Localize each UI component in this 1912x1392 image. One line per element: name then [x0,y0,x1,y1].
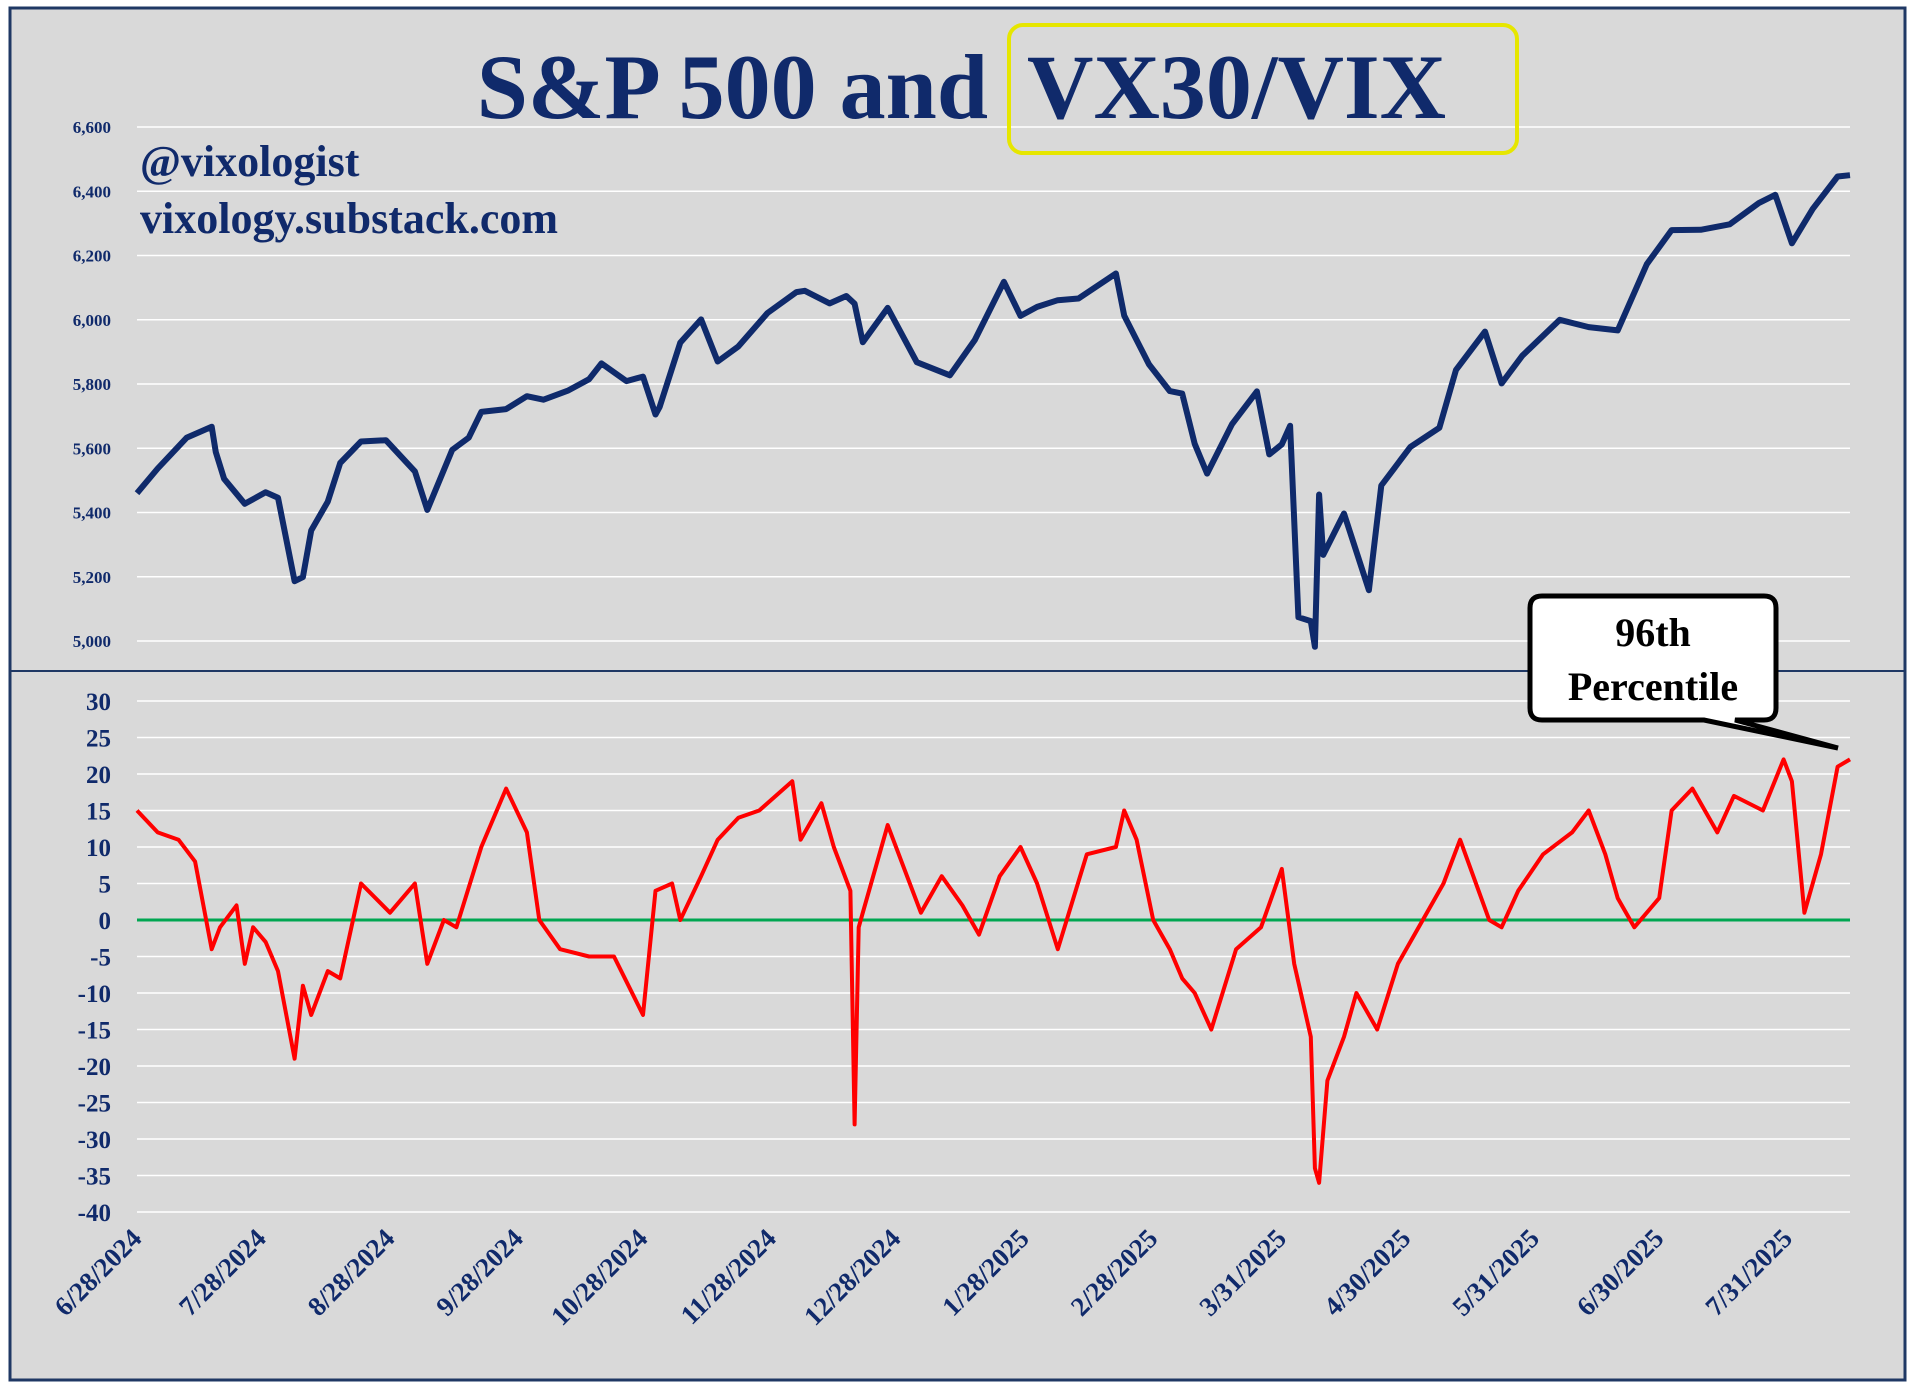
ratio-y-tick-label: -10 [78,981,111,1008]
ratio-y-tick-label: -15 [78,1018,111,1045]
spx-y-tick-label: 5,800 [73,375,111,394]
ratio-y-tick-label: 15 [86,799,111,826]
spx-y-tick-label: 6,000 [73,311,111,330]
spx-y-tick-label: 6,400 [73,182,111,201]
callout-line2: Percentile [1568,664,1738,709]
ratio-y-tick-label: -20 [78,1054,111,1081]
chart-title: S&P 500 and [477,36,1011,138]
ratio-y-tick-label: 30 [86,689,111,716]
ratio-y-tick-label: 5 [99,872,112,899]
spx-y-tick-label: 6,600 [73,118,111,137]
spx-series-line [134,172,1851,650]
attribution-handle: @vixologist [140,137,360,186]
spx-y-tick-label: 5,600 [73,439,111,458]
ratio-y-axis: 30 25 20 15 10 5 0 -5 -10 -15 -20 -25 -30 -35 -40 [78,689,111,1227]
chart-title-highlight: VX30/VIX [1027,36,1446,138]
spx-y-tick-label: 5,200 [73,568,111,587]
spx-y-tick-label: 5,400 [73,504,111,523]
ratio-y-tick-label: 0 [99,908,112,935]
ratio-y-tick-label: -40 [78,1200,111,1227]
ratio-y-tick-label: 25 [86,726,111,753]
spx-y-tick-label: 5,000 [73,632,111,651]
ratio-series-line [135,757,1852,1185]
callout-line1: 96th [1615,610,1691,655]
ratio-y-tick-label: -5 [90,945,111,972]
attribution-site: vixology.substack.com [140,194,558,243]
ratio-y-tick-label: -30 [78,1127,111,1154]
ratio-y-tick-label: 20 [86,762,111,789]
callout-box [1527,593,1839,751]
ratio-y-tick-label: 10 [86,835,111,862]
ratio-gridlines [137,700,1850,1213]
spx-y-tick-label: 6,200 [73,247,111,266]
ratio-y-tick-label: -25 [78,1091,111,1118]
title-highlight-box [1007,23,1519,155]
ratio-y-tick-label: -35 [78,1164,111,1191]
spx-y-axis: 5,000 5,200 5,400 5,600 5,800 6,000 6,200 6,400… [73,118,111,651]
